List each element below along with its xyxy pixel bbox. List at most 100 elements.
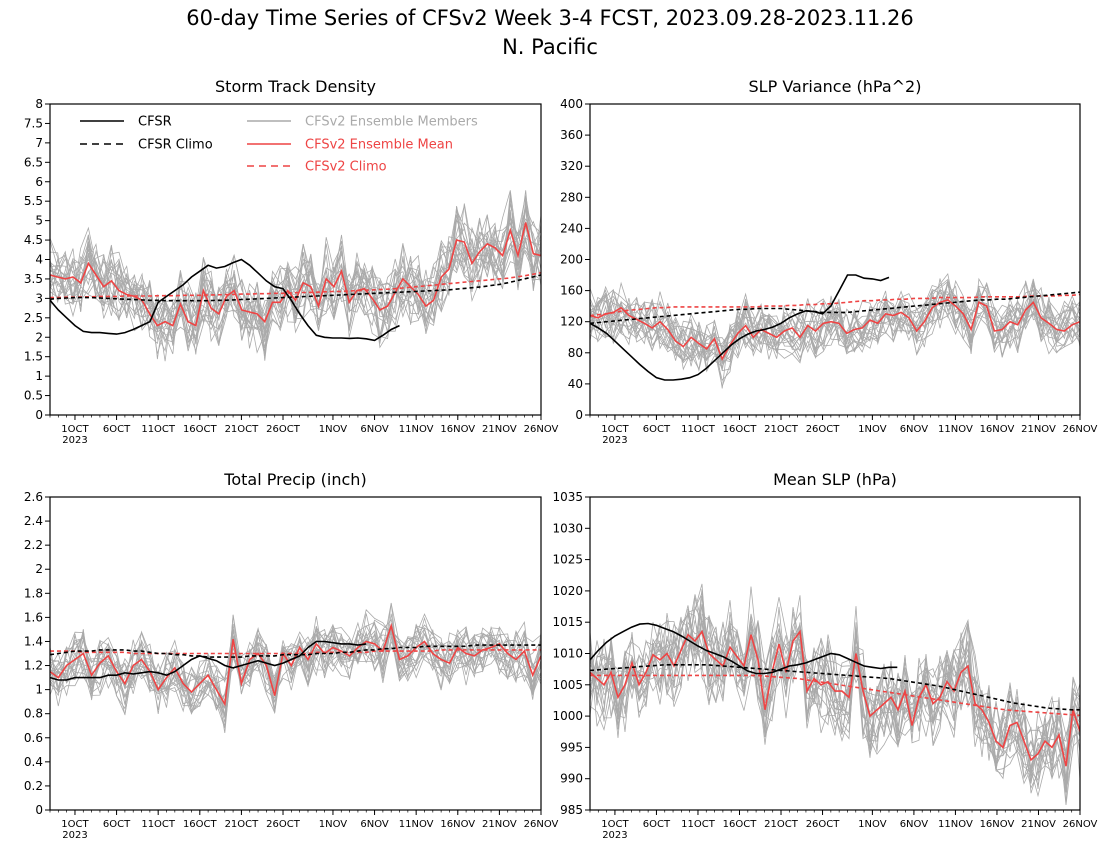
- y-tick-label: 1: [35, 683, 43, 697]
- x-tick-label: 16NOV: [440, 819, 475, 830]
- x-tick-label: 11OCT: [141, 424, 176, 435]
- ensemble-member-line: [590, 604, 1080, 775]
- y-tick-label: 7.5: [24, 116, 43, 130]
- x-tick-label: 26NOV: [1063, 819, 1098, 830]
- ensemble-member-line: [590, 595, 1080, 784]
- y-tick-label: 0.8: [24, 707, 43, 721]
- ensemble-member-line: [50, 197, 541, 354]
- x-tick-label: 6OCT: [103, 819, 131, 830]
- x-tick-label: 26NOV: [1063, 424, 1098, 435]
- cfsv2-climo-line: [590, 293, 1080, 317]
- y-tick-label: 1: [35, 369, 43, 383]
- ensemble-member-line: [50, 190, 541, 361]
- x-tick-label: 11NOV: [938, 819, 973, 830]
- x-tick-label: 11NOV: [399, 424, 434, 435]
- x-tick-label: 11NOV: [938, 424, 973, 435]
- y-tick-label: 1010: [552, 647, 583, 661]
- y-tick-label: 120: [560, 315, 583, 329]
- x-tick-label: 26NOV: [524, 424, 559, 435]
- x-year-label: 2023: [62, 435, 87, 446]
- y-tick-label: 995: [560, 740, 583, 754]
- plot-frame: [589, 103, 1081, 416]
- ensemble-member-line: [590, 282, 1080, 388]
- legend-label: CFSv2 Ensemble Mean: [305, 138, 453, 153]
- y-tick-label: 2.5: [24, 311, 43, 325]
- y-tick-label: 3: [35, 291, 43, 305]
- x-tick-label: 11OCT: [681, 819, 716, 830]
- x-tick-label: 16NOV: [980, 424, 1015, 435]
- y-tick-label: 2.2: [24, 538, 43, 552]
- ensemble-member-line: [590, 281, 1080, 371]
- plot-area: [590, 272, 1080, 389]
- x-tick-label: 1OCT: [61, 424, 89, 435]
- ensemble-member-line: [50, 197, 541, 355]
- plot-frame: [589, 496, 1081, 811]
- cfsr-climo-line: [590, 663, 1080, 711]
- figure-title-line1: 60-day Time Series of CFSv2 Week 3-4 FCS…: [186, 6, 914, 30]
- x-tick-label: 1OCT: [61, 819, 89, 830]
- x-tick-label: 26NOV: [524, 819, 559, 830]
- y-tick-label: 0: [35, 408, 43, 422]
- y-tick-label: 0.2: [24, 779, 43, 793]
- ensemble-member-line: [50, 208, 541, 344]
- x-tick-label: 1NOV: [858, 819, 887, 830]
- ensemble-member-line: [50, 198, 541, 336]
- y-tick-label: 1030: [552, 521, 583, 535]
- y-tick-label: 4.5: [24, 233, 43, 247]
- plot-area: [50, 190, 541, 362]
- y-tick-label: 200: [560, 253, 583, 267]
- x-tick-label: 6OCT: [643, 819, 671, 830]
- x-tick-label: 1NOV: [319, 819, 348, 830]
- x-tick-label: 16OCT: [183, 424, 218, 435]
- y-tick-label: 1.6: [24, 610, 43, 624]
- ensemble-mean-line: [50, 222, 541, 327]
- panel-4: Mean SLP (hPa) 985 990 995 1000 1005 1010 1015 1…: [552, 470, 1097, 841]
- x-tick-label: 21OCT: [764, 424, 799, 435]
- cfsr-line: [590, 274, 890, 381]
- x-year-label: 2023: [602, 435, 627, 446]
- ensemble-member-line: [50, 192, 541, 353]
- x-tick-label: 16OCT: [723, 424, 758, 435]
- y-tick-label: 2: [35, 562, 43, 576]
- x-year-label: 2023: [62, 830, 87, 841]
- x-tick-label: 6OCT: [643, 424, 671, 435]
- x-tick-label: 26OCT: [266, 819, 301, 830]
- plot-area: [590, 583, 1080, 806]
- plot-area: [50, 602, 541, 733]
- x-tick-label: 26OCT: [806, 819, 841, 830]
- panel-3: Total Precip (inch) 0 0.2 0.4 0.6 0.8 1 1.2 1.4 1…: [24, 470, 559, 841]
- legend: CFSR CFSR Climo CFSv2 Ensemble Members CFSv…: [80, 115, 478, 175]
- x-tick-label: 6NOV: [360, 819, 389, 830]
- y-tick-label: 320: [560, 159, 583, 173]
- x-tick-label: 21OCT: [225, 819, 260, 830]
- ensemble-member-line: [50, 630, 541, 712]
- y-tick-label: 4: [35, 253, 43, 267]
- y-tick-label: 7: [35, 136, 43, 150]
- y-tick-label: 1005: [552, 678, 583, 692]
- ensemble-member-line: [50, 630, 541, 715]
- y-tick-label: 2: [35, 330, 43, 344]
- x-tick-label: 16NOV: [440, 424, 475, 435]
- ensemble-member-line: [590, 591, 1080, 798]
- x-tick-label: 11OCT: [141, 819, 176, 830]
- figure-title: 60-day Time Series of CFSv2 Week 3-4 FCS…: [0, 4, 1100, 62]
- figure-title-line2: N. Pacific: [502, 35, 598, 59]
- x-tick-label: 26OCT: [266, 424, 301, 435]
- x-tick-label: 6NOV: [900, 424, 929, 435]
- y-tick-label: 1.2: [24, 659, 43, 673]
- legend-label: CFSR: [138, 115, 172, 130]
- cfsr-climo-line: [590, 291, 1080, 325]
- cfsr-climo-line: [50, 274, 541, 302]
- y-tick-label: 1035: [552, 490, 583, 504]
- y-tick-label: 2.6: [24, 490, 43, 504]
- panel-title: Storm Track Density: [215, 77, 376, 96]
- cfsv2-climo-line: [590, 674, 1080, 717]
- ensemble-member-line: [50, 615, 541, 717]
- ensemble-mean-line: [50, 622, 541, 707]
- ensemble-member-line: [50, 214, 541, 348]
- ensemble-mean-line: [590, 299, 1080, 361]
- y-tick-label: 6.5: [24, 155, 43, 169]
- x-tick-label: 21NOV: [1021, 819, 1056, 830]
- x-tick-label: 21OCT: [764, 819, 799, 830]
- x-tick-label: 21OCT: [225, 424, 260, 435]
